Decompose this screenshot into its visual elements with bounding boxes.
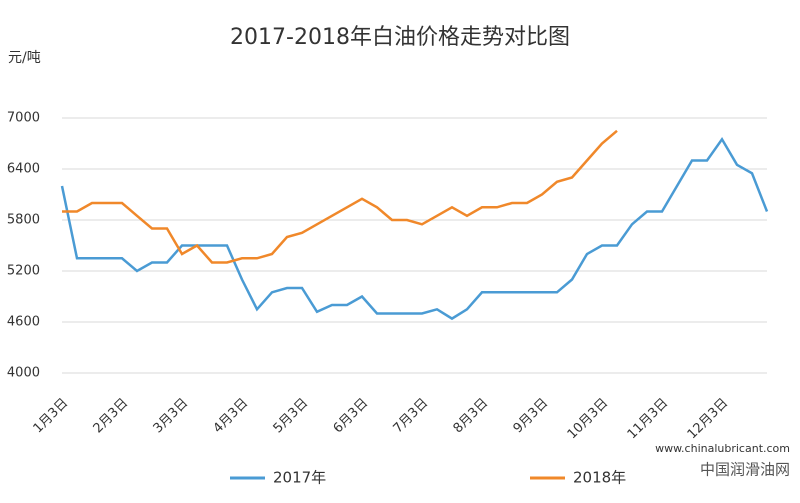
legend-label: 2017年	[273, 469, 326, 487]
y-tick-label: 5200	[7, 264, 40, 279]
x-tick-label: 2月3日	[91, 396, 132, 437]
y-tick-label: 5800	[7, 213, 40, 228]
y-axis-label: 元/吨	[8, 50, 41, 66]
x-tick-label: 12月3日	[685, 396, 732, 443]
x-tick-label: 4月3日	[211, 396, 252, 437]
y-tick-label: 7000	[7, 111, 40, 126]
x-tick-label: 6月3日	[331, 396, 372, 437]
legend-label: 2018年	[573, 469, 626, 487]
x-tick-label: 11月3日	[625, 396, 672, 443]
chart-title: 2017-2018年白油价格走势对比图	[230, 25, 570, 50]
x-tick-label: 5月3日	[271, 396, 312, 437]
y-tick-label: 4000	[7, 366, 40, 381]
series-line	[62, 129, 618, 264]
watermark-url: www.chinalubricant.com	[655, 442, 790, 455]
y-tick-label: 6400	[7, 162, 40, 177]
y-tick-label: 4600	[7, 315, 40, 330]
x-tick-label: 1月3日	[31, 396, 72, 437]
x-tick-label: 9月3日	[511, 396, 552, 437]
x-tick-label: 7月3日	[391, 396, 432, 437]
watermark-name: 中国润滑油网	[700, 461, 790, 479]
x-tick-label: 10月3日	[565, 396, 612, 443]
x-tick-label: 3月3日	[151, 396, 192, 437]
x-tick-label: 8月3日	[451, 396, 492, 437]
